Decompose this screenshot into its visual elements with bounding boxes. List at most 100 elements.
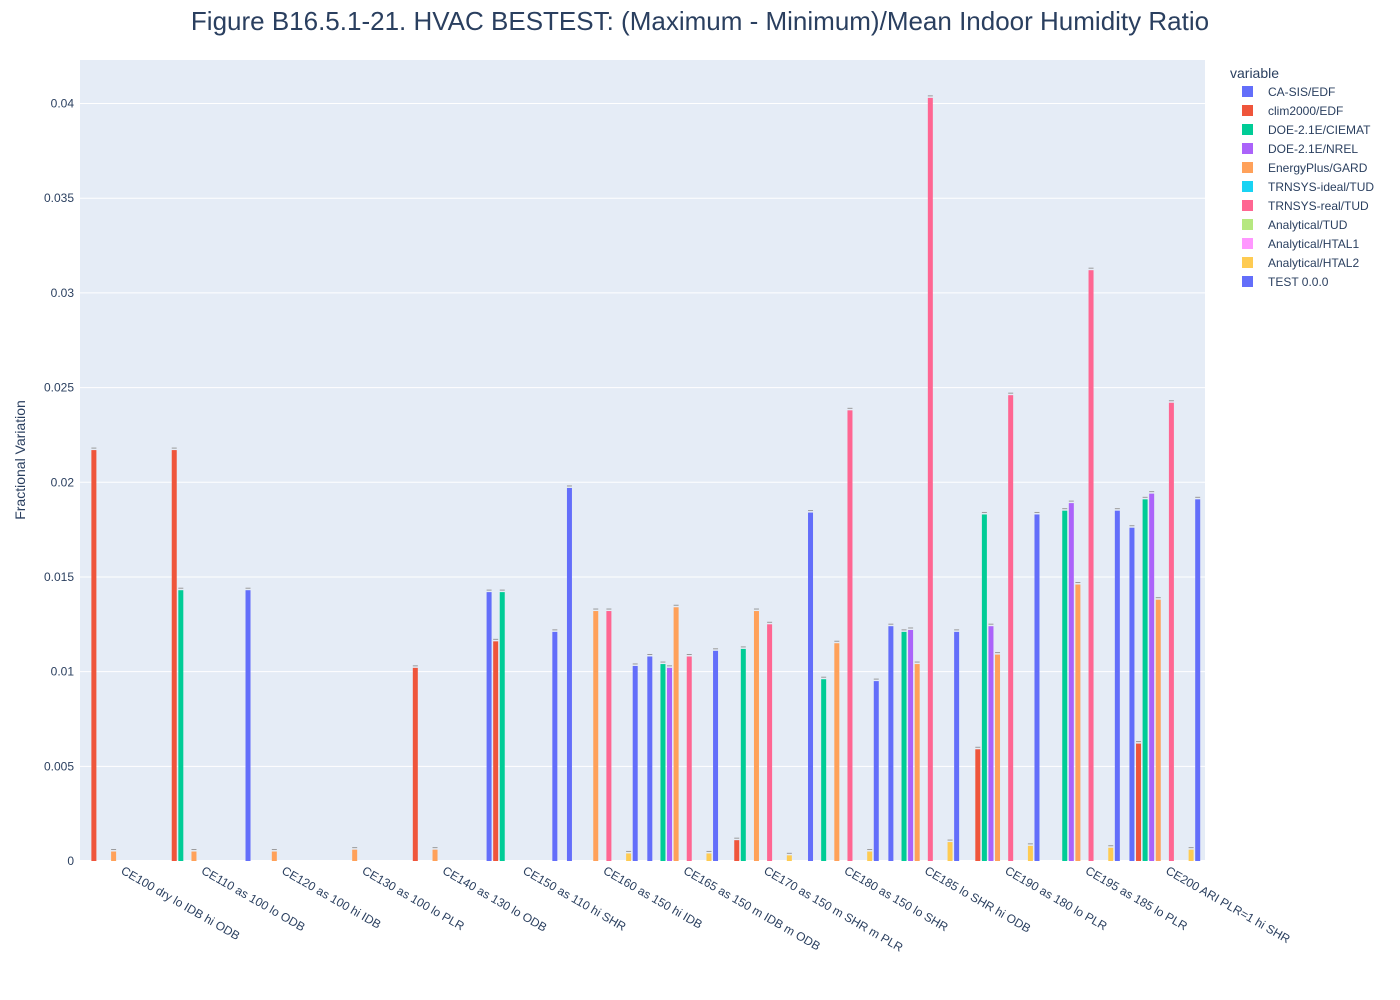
legend-item: clim2000/EDF — [1242, 104, 1343, 118]
bar — [914, 664, 920, 861]
legend-item: Analytical/HTAL2 — [1242, 256, 1359, 270]
legend-item: CA-SIS/EDF — [1242, 85, 1335, 99]
bar — [947, 842, 953, 861]
legend-label: Analytical/TUD — [1268, 218, 1348, 232]
bar — [1195, 499, 1201, 861]
bars — [91, 95, 1201, 862]
bar — [245, 590, 251, 861]
bar — [706, 853, 712, 861]
y-axis-ticks: 0 0.005 0.01 0.015 0.02 0.025 0.03 0.035 0.04 — [44, 97, 74, 868]
bar — [786, 855, 792, 861]
bar — [606, 611, 612, 861]
legend-item: Analytical/HTAL1 — [1242, 237, 1359, 251]
y-axis-title: Fractional Variation — [12, 400, 28, 520]
legend-label: TRNSYS-ideal/TUD — [1268, 180, 1374, 194]
bar — [867, 851, 873, 861]
y-tick-label: 0.03 — [51, 286, 75, 300]
bar — [1075, 584, 1081, 861]
legend-item: Analytical/TUD — [1242, 218, 1348, 232]
bar — [1062, 510, 1068, 861]
bar — [975, 749, 981, 861]
legend-item: DOE-2.1E/CIEMAT — [1242, 123, 1371, 137]
bar — [626, 853, 632, 861]
bar — [493, 641, 499, 861]
y-tick-label: 0.005 — [44, 759, 74, 773]
bar — [734, 840, 740, 861]
legend-label: EnergyPlus/GARD — [1268, 161, 1368, 175]
bar — [647, 656, 653, 861]
bar — [352, 849, 358, 861]
bar — [1149, 493, 1155, 861]
bar — [686, 656, 692, 861]
y-tick-label: 0.02 — [51, 475, 75, 489]
bar — [1136, 743, 1142, 861]
y-tick-label: 0.01 — [51, 665, 75, 679]
bar — [1008, 395, 1014, 861]
legend-swatch — [1242, 219, 1253, 230]
legend-swatch — [1242, 257, 1253, 268]
legend-label: Analytical/HTAL2 — [1268, 256, 1359, 270]
bar — [178, 590, 184, 861]
bar — [954, 631, 960, 861]
y-tick-label: 0.015 — [44, 570, 74, 584]
bar — [660, 664, 666, 861]
legend-item: DOE-2.1E/NREL — [1242, 142, 1358, 156]
bar — [1034, 514, 1040, 861]
bar — [1142, 499, 1148, 861]
legend-title: variable — [1230, 65, 1279, 81]
bar — [753, 611, 759, 861]
bar — [1088, 270, 1094, 861]
bar — [821, 679, 827, 861]
legend-label: CA-SIS/EDF — [1268, 85, 1335, 99]
legend-swatch — [1242, 105, 1253, 116]
bar — [111, 851, 117, 861]
bar — [1114, 510, 1120, 861]
bar — [552, 631, 558, 861]
legend-swatch — [1242, 276, 1253, 287]
legend-item: TEST 0.0.0 — [1242, 275, 1329, 289]
bar — [1027, 845, 1033, 861]
legend-swatch — [1242, 124, 1253, 135]
bar — [171, 450, 177, 861]
legend-swatch — [1242, 143, 1253, 154]
bar — [834, 643, 840, 861]
bar — [191, 851, 197, 861]
chart-title: Figure B16.5.1-21. HVAC BESTEST: (Maximu… — [191, 6, 1209, 36]
bar — [1129, 527, 1135, 861]
y-tick-label: 0 — [67, 854, 74, 868]
bar — [1108, 847, 1114, 861]
legend-item: TRNSYS-ideal/TUD — [1242, 180, 1374, 194]
y-tick-label: 0.025 — [44, 381, 74, 395]
bar — [486, 592, 492, 861]
bar — [901, 631, 907, 861]
bar — [927, 97, 933, 862]
bar — [908, 629, 914, 861]
bar — [988, 626, 994, 861]
legend-swatch — [1242, 162, 1253, 173]
bar — [1155, 599, 1161, 861]
bar — [1188, 849, 1194, 861]
bar — [412, 667, 418, 861]
plot-area — [80, 60, 1205, 861]
legend: variable CA-SIS/EDF clim2000/EDF DOE-2.1E/… — [1230, 65, 1374, 289]
bar — [91, 450, 97, 861]
bar — [667, 667, 673, 861]
bar — [995, 654, 1001, 861]
legend-swatch — [1242, 181, 1253, 192]
bar — [808, 512, 814, 861]
legend-swatch — [1242, 86, 1253, 97]
bar — [566, 487, 572, 861]
bar — [499, 592, 505, 861]
legend-label: clim2000/EDF — [1268, 104, 1343, 118]
bar — [847, 410, 853, 861]
legend-label: TEST 0.0.0 — [1268, 275, 1329, 289]
bar — [873, 681, 879, 861]
legend-label: DOE-2.1E/NREL — [1268, 142, 1358, 156]
legend-swatch — [1242, 200, 1253, 211]
bar — [1168, 402, 1174, 861]
gridlines — [80, 103, 1205, 862]
bar — [593, 611, 599, 861]
bar — [981, 514, 987, 861]
bar — [432, 849, 438, 861]
